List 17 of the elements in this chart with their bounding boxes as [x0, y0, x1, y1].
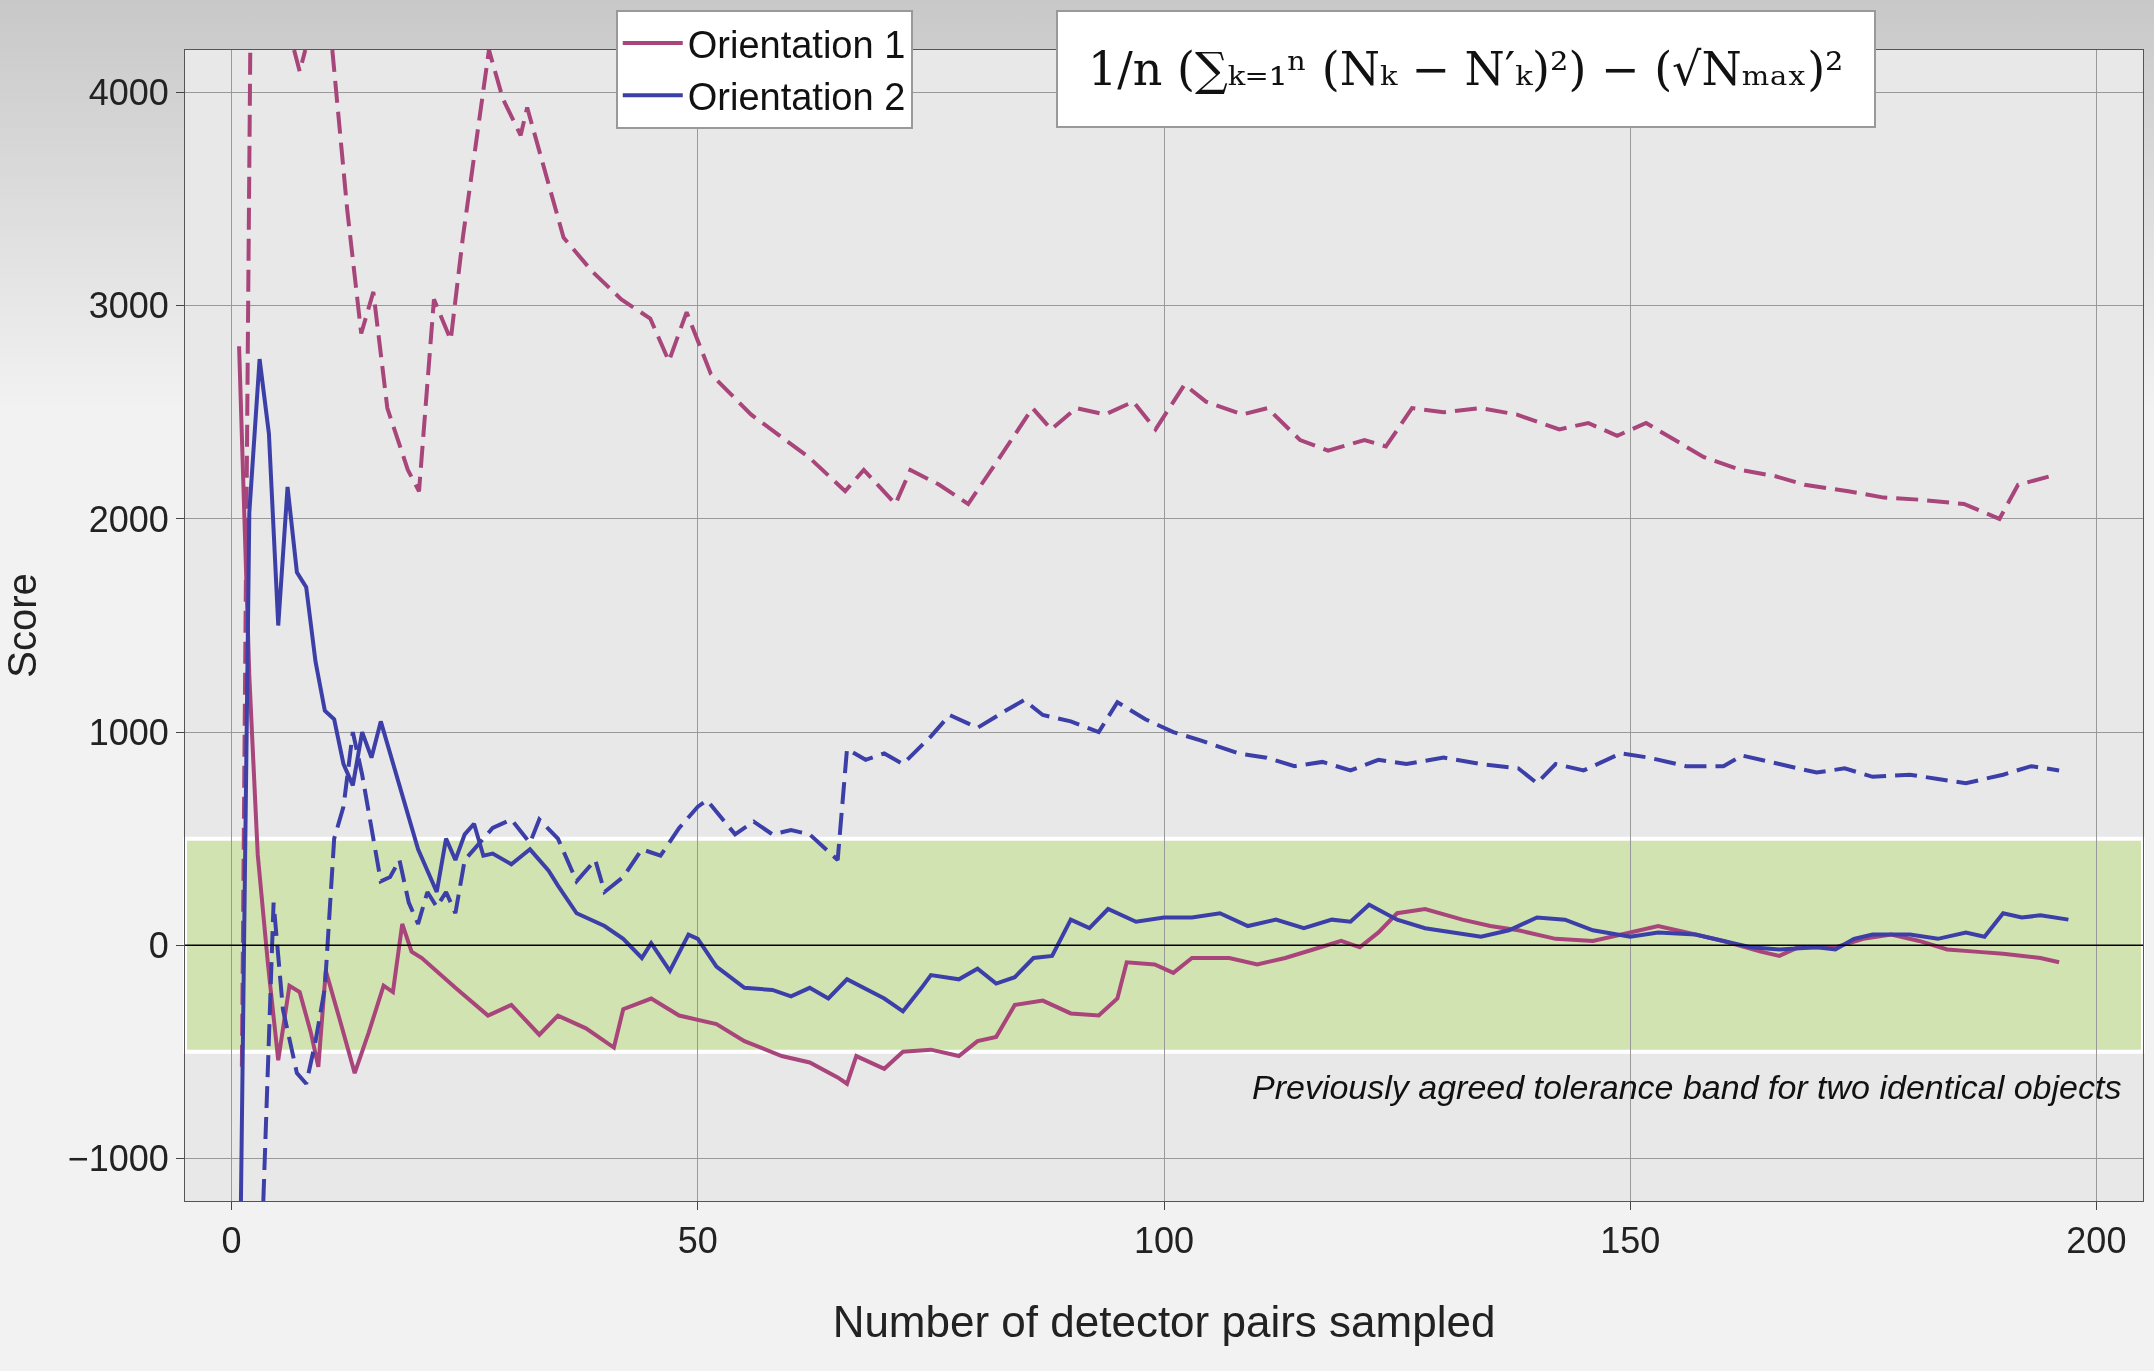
x-tick-label: 50 — [677, 1220, 718, 1262]
x-axis-title: Number of detector pairs sampled — [832, 1296, 1496, 1346]
band-label: Previously agreed tolerance band for two identical objects — [1252, 1068, 2122, 1106]
y-tick-label: 0 — [148, 924, 169, 966]
annotation: 1/n (∑ₖ₌₁ⁿ (Nₖ − N′ₖ)²) − (√Nₘₐₓ)² — [1088, 42, 1844, 96]
y-axis-title: Score — [0, 573, 44, 678]
y-tick-label: 2000 — [88, 498, 169, 540]
y-tick-label: 3000 — [88, 285, 169, 327]
y-tick-label: −1000 — [67, 1137, 169, 1179]
x-tick-label: 0 — [221, 1220, 242, 1262]
y-tick-label: 1000 — [88, 711, 169, 753]
x-tick-label: 150 — [1600, 1220, 1661, 1262]
x-tick-label: 100 — [1133, 1220, 1195, 1262]
y-tick-label: 4000 — [88, 72, 169, 114]
x-tick-label: 200 — [2066, 1220, 2127, 1262]
legend-label: Orientation 2 — [687, 76, 906, 119]
legend-label: Orientation 1 — [687, 23, 906, 66]
